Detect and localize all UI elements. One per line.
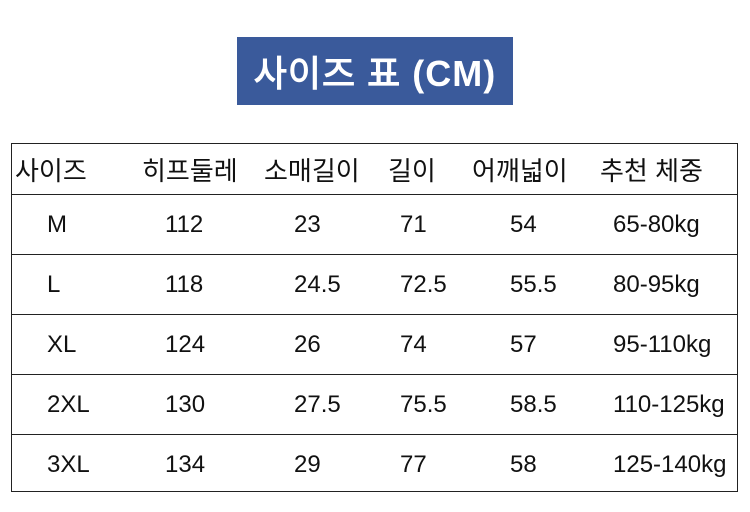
table-cell: 130 — [165, 390, 206, 418]
table-cell: 77 — [400, 451, 427, 478]
table-cell: L — [47, 270, 61, 298]
column-header: 길이 — [388, 155, 436, 186]
column-header: 사이즈 — [15, 155, 87, 186]
table-cell: M — [47, 210, 67, 238]
table-cell: 23 — [294, 210, 321, 238]
table-cell: 58 — [510, 451, 537, 478]
table-cell: 80-95kg — [613, 270, 700, 298]
column-header: 히프둘레 — [142, 155, 238, 186]
table-row: M 112 23 71 54 65-80kg — [12, 195, 737, 255]
table-cell: 110-125kg — [613, 390, 725, 418]
table-cell: 26 — [294, 330, 321, 358]
table-cell: 72.5 — [400, 270, 447, 298]
table-cell: 24.5 — [294, 270, 341, 298]
table-cell: 54 — [510, 210, 537, 238]
table-cell: 27.5 — [294, 390, 341, 418]
column-header: 추천 체중 — [600, 155, 703, 186]
table-cell: 75.5 — [400, 390, 447, 418]
table-cell: 112 — [165, 210, 204, 238]
table-cell: 124 — [165, 330, 206, 358]
table-cell: 57 — [510, 330, 537, 358]
table-row: XL 124 26 74 57 95-110kg — [12, 315, 737, 375]
table-row: 2XL 130 27.5 75.5 58.5 110-125kg — [12, 375, 737, 435]
table-cell: 74 — [400, 330, 427, 358]
table-cell: 134 — [165, 451, 206, 478]
size-chart-title: 사이즈 표 (CM) — [237, 37, 513, 105]
table-row: L 118 24.5 72.5 55.5 80-95kg — [12, 255, 737, 315]
table-cell: 55.5 — [510, 270, 557, 298]
table-cell: 71 — [400, 210, 427, 238]
table-cell: XL — [47, 330, 77, 358]
table-cell: 29 — [294, 451, 321, 478]
table-cell: 58.5 — [510, 390, 557, 418]
table-cell: 118 — [165, 270, 204, 298]
table-header-row: 사이즈 히프둘레 소매길이 길이 어깨넓이 추천 체중 — [12, 144, 737, 195]
column-header: 어깨넓이 — [472, 155, 568, 186]
table-cell: 65-80kg — [613, 210, 700, 238]
table-cell: 125-140kg — [613, 451, 727, 478]
table-cell: 2XL — [47, 390, 90, 418]
table-cell: 95-110kg — [613, 330, 712, 358]
table-cell: 3XL — [47, 451, 90, 478]
column-header: 소매길이 — [264, 155, 360, 186]
size-table: 사이즈 히프둘레 소매길이 길이 어깨넓이 추천 체중 M 112 23 71 54 65-80kg L… — [11, 143, 738, 492]
table-row: 3XL 134 29 77 58 125-140kg — [12, 435, 737, 495]
